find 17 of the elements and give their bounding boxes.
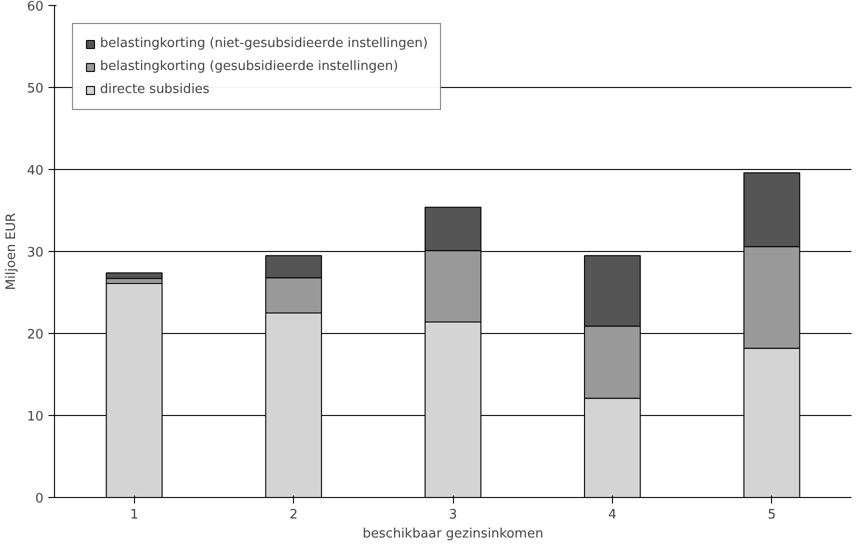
y-tick-label: 20 [26,328,44,342]
legend-label: belastingkorting (gesubsidieerde instellingen) [100,59,398,74]
x-tick-label: 2 [289,508,298,522]
legend-label: directe subsidies [100,82,210,97]
y-tick-label: 0 [35,492,44,506]
y-tick-label: 60 [26,0,44,14]
legend-label: belastingkorting (niet-gesubsidieerde instellingen) [100,36,428,51]
x-tick-label: 3 [448,508,458,522]
x-tick-label: 5 [768,508,776,522]
y-tick-label: 40 [26,164,44,178]
y-tick-label: 10 [26,410,44,424]
y-tick-label: 30 [26,246,44,260]
y-tick-label: 50 [26,82,44,96]
y-axis-title: Miljoen EUR [4,212,19,290]
x-axis-title: beschikbaar gezinsinkomen [362,526,544,542]
x-tick-label: 4 [608,508,617,522]
x-tick-label: 1 [130,508,138,522]
